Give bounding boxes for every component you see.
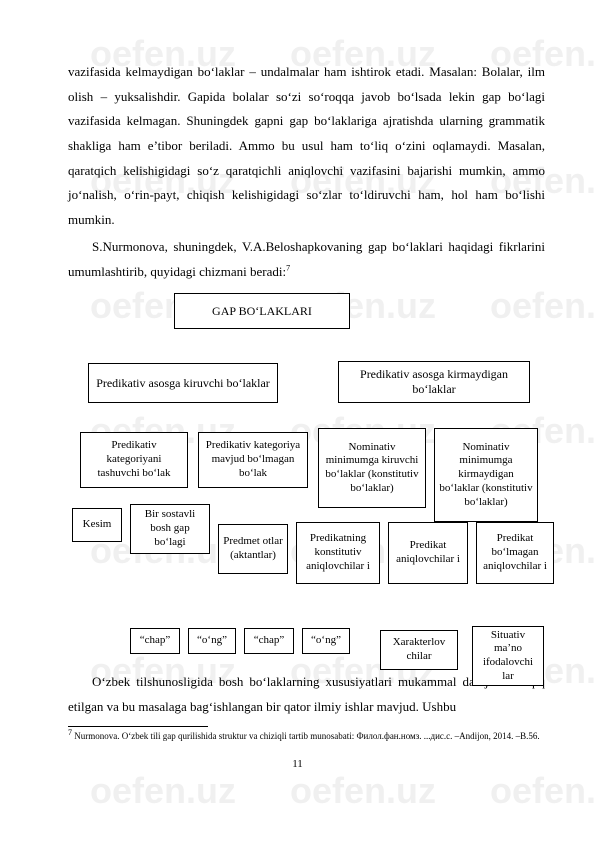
box-chap2: “chap” <box>244 628 294 654</box>
box-pred-in: Predikativ asosga kiruvchi bo‘laklar <box>88 363 278 403</box>
box-predmet: Predmet otlar (aktantlar) <box>218 524 288 574</box>
footnote-text: 7 Nurmonova. O‘zbek tili gap qurilishida… <box>68 728 545 743</box>
box-pkbolm: Predikat bo‘lmagan aniqlovchilar i <box>476 522 554 584</box>
watermark: oefen.uz <box>290 770 436 812</box>
box-l3c: Nominativ minimumga kiruvchi bo‘laklar (… <box>318 428 426 508</box>
watermark: oefen.uz <box>490 285 595 327</box>
box-situat: Situativ ma’no ifodalovchi lar <box>472 626 544 686</box>
footnote-rule <box>68 726 208 727</box>
box-ong1: “o‘ng” <box>188 628 236 654</box>
box-pred-out: Predikativ asosga kirmaydigan bo‘laklar <box>338 361 530 403</box>
box-title: GAP BO‘LAKLARI <box>174 293 350 329</box>
footnote-ref: 7 <box>286 263 290 272</box>
box-pknakon: Predikatning konstitutiv aniqlovchilar i <box>296 522 380 584</box>
box-ong2: “o‘ng” <box>302 628 350 654</box>
box-bir: Bir sostavli bosh gap bo‘lagi <box>130 504 210 554</box>
box-chap1: “chap” <box>130 628 180 654</box>
box-kesim: Kesim <box>72 508 122 542</box>
body-text: vazifasida kelmaydigan bo‘laklar – undal… <box>68 60 545 284</box>
watermark: oefen.uz <box>490 770 595 812</box>
box-xarakt: Xarakterlov chilar <box>380 630 458 670</box>
page-number: 11 <box>0 758 595 770</box>
box-l3b: Predikativ kategoriya mavjud bo‘lmagan b… <box>198 432 308 488</box>
box-l3d: Nominativ minimumga kirmaydigan bo‘lakla… <box>434 428 538 522</box>
paragraph-1: vazifasida kelmaydigan bo‘laklar – undal… <box>68 60 545 233</box>
box-l3a: Predikativ kategoriyani tashuvchi bo‘lak <box>80 432 188 488</box>
watermark: oefen.uz <box>90 770 236 812</box>
box-pkaniq: Predikat aniqlovchilar i <box>388 522 468 584</box>
paragraph-2: S.Nurmonova, shuningdek, V.A.Beloshapkov… <box>68 235 545 284</box>
